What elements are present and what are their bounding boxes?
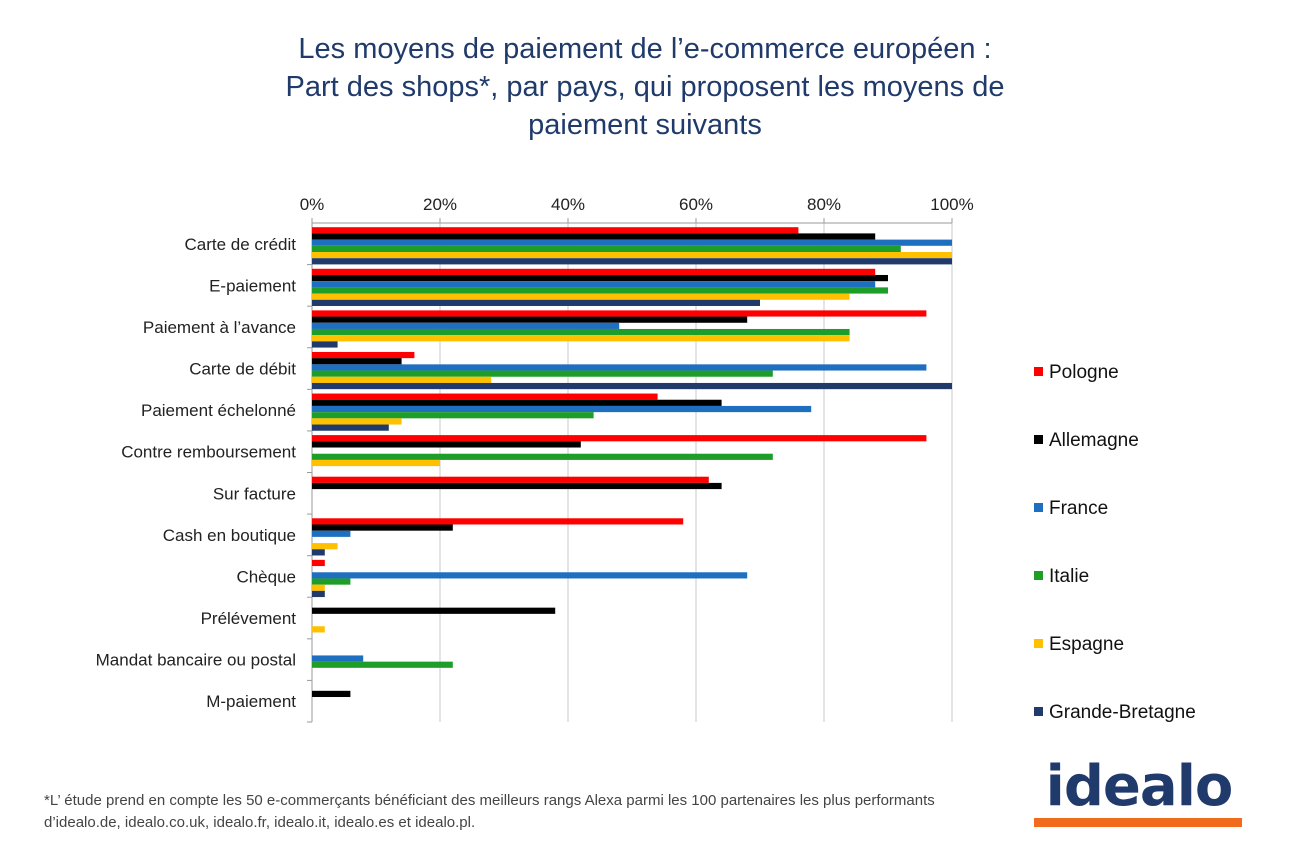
- bar: [312, 543, 338, 550]
- bar: [312, 418, 402, 425]
- bar: [312, 626, 325, 633]
- bar: [312, 287, 888, 294]
- bar: [312, 453, 773, 460]
- chart-title-line-1: Les moyens de paiement de l’e-commerce e…: [298, 33, 992, 65]
- x-tick-label: 0%: [300, 195, 325, 214]
- bar: [312, 412, 594, 419]
- category-label: Chèque: [236, 567, 296, 586]
- legend-label: Allemagne: [1049, 430, 1139, 451]
- bar: [312, 316, 748, 323]
- legend-swatch: [1034, 639, 1043, 648]
- category-label: M-paiement: [206, 692, 296, 711]
- category-label: Carte de crédit: [185, 235, 297, 254]
- bar: [312, 524, 453, 531]
- x-tick-label: 80%: [807, 195, 841, 214]
- bar: [312, 549, 325, 556]
- bar: [312, 351, 415, 359]
- category-label: Prélévement: [201, 609, 297, 628]
- legend-label: Espagne: [1049, 634, 1124, 655]
- bar: [312, 376, 492, 383]
- category-label: Contre remboursement: [121, 443, 296, 462]
- legend-swatch: [1034, 707, 1043, 716]
- bar: [312, 233, 876, 240]
- bar: [312, 335, 850, 342]
- bar: [312, 518, 684, 525]
- bar: [312, 370, 773, 377]
- logo-underline: [1034, 818, 1242, 827]
- bar: [312, 310, 927, 317]
- bar: [312, 459, 440, 467]
- bar: [312, 559, 325, 567]
- bar: [312, 399, 722, 406]
- bar: [312, 590, 325, 598]
- bar: [312, 252, 952, 259]
- category-label: Paiement échelonné: [141, 401, 296, 420]
- bar: [312, 530, 351, 537]
- bar: [312, 281, 876, 288]
- bar: [312, 328, 850, 336]
- legend-swatch: [1034, 367, 1043, 376]
- bar: [312, 258, 952, 265]
- bar: [312, 424, 389, 431]
- bar: [312, 274, 888, 282]
- chart-title: Les moyens de paiement de l’e-commerce e…: [0, 30, 1290, 144]
- bar: [312, 690, 351, 698]
- legend-label: France: [1049, 498, 1108, 519]
- legend-label: Italie: [1049, 566, 1089, 587]
- bar: [312, 358, 402, 365]
- bar: [312, 661, 453, 668]
- bar: [312, 341, 338, 348]
- bar: [312, 578, 351, 585]
- bar: [312, 435, 927, 442]
- footnote: *L’ étude prend en compte les 50 e-comme…: [44, 792, 935, 831]
- bar: [312, 441, 581, 448]
- category-label: Sur facture: [213, 484, 296, 503]
- category-label: E-paiement: [209, 276, 296, 295]
- legend-swatch: [1034, 435, 1043, 444]
- bar: [312, 227, 799, 234]
- x-tick-label: 40%: [551, 195, 585, 214]
- chart-title-line-2: Part des shops*, par pays, qui proposent…: [285, 71, 1005, 103]
- bar: [312, 322, 620, 329]
- bar: [312, 239, 952, 246]
- bar: [312, 482, 722, 490]
- x-tick-label: 100%: [930, 195, 973, 214]
- x-tick-label: 20%: [423, 195, 457, 214]
- bar: [312, 382, 952, 390]
- legend-label: Pologne: [1049, 362, 1119, 383]
- bar: [312, 572, 748, 579]
- bar: [312, 293, 850, 300]
- category-label: Mandat bancaire ou postal: [96, 651, 296, 670]
- legend-swatch: [1034, 503, 1043, 512]
- category-label: Paiement à l’avance: [143, 318, 296, 337]
- category-label: Cash en boutique: [163, 526, 296, 545]
- bar: [312, 393, 658, 400]
- bar: [312, 268, 876, 275]
- bar: [312, 299, 760, 306]
- bar: [312, 655, 364, 662]
- legend-label: Grande-Bretagne: [1049, 702, 1196, 723]
- bar: [312, 584, 325, 591]
- bar: [312, 476, 709, 483]
- bar: [312, 245, 901, 252]
- bar: [312, 364, 927, 371]
- chart-title-line-3: paiement suivants: [528, 109, 762, 141]
- logo-wordmark: idealo: [1045, 754, 1234, 819]
- bar: [312, 607, 556, 614]
- category-label: Carte de débit: [189, 360, 296, 379]
- idealo-logo: idealo: [1034, 754, 1244, 830]
- legend-swatch: [1034, 571, 1043, 580]
- bar: [312, 405, 812, 413]
- x-tick-label: 60%: [679, 195, 713, 214]
